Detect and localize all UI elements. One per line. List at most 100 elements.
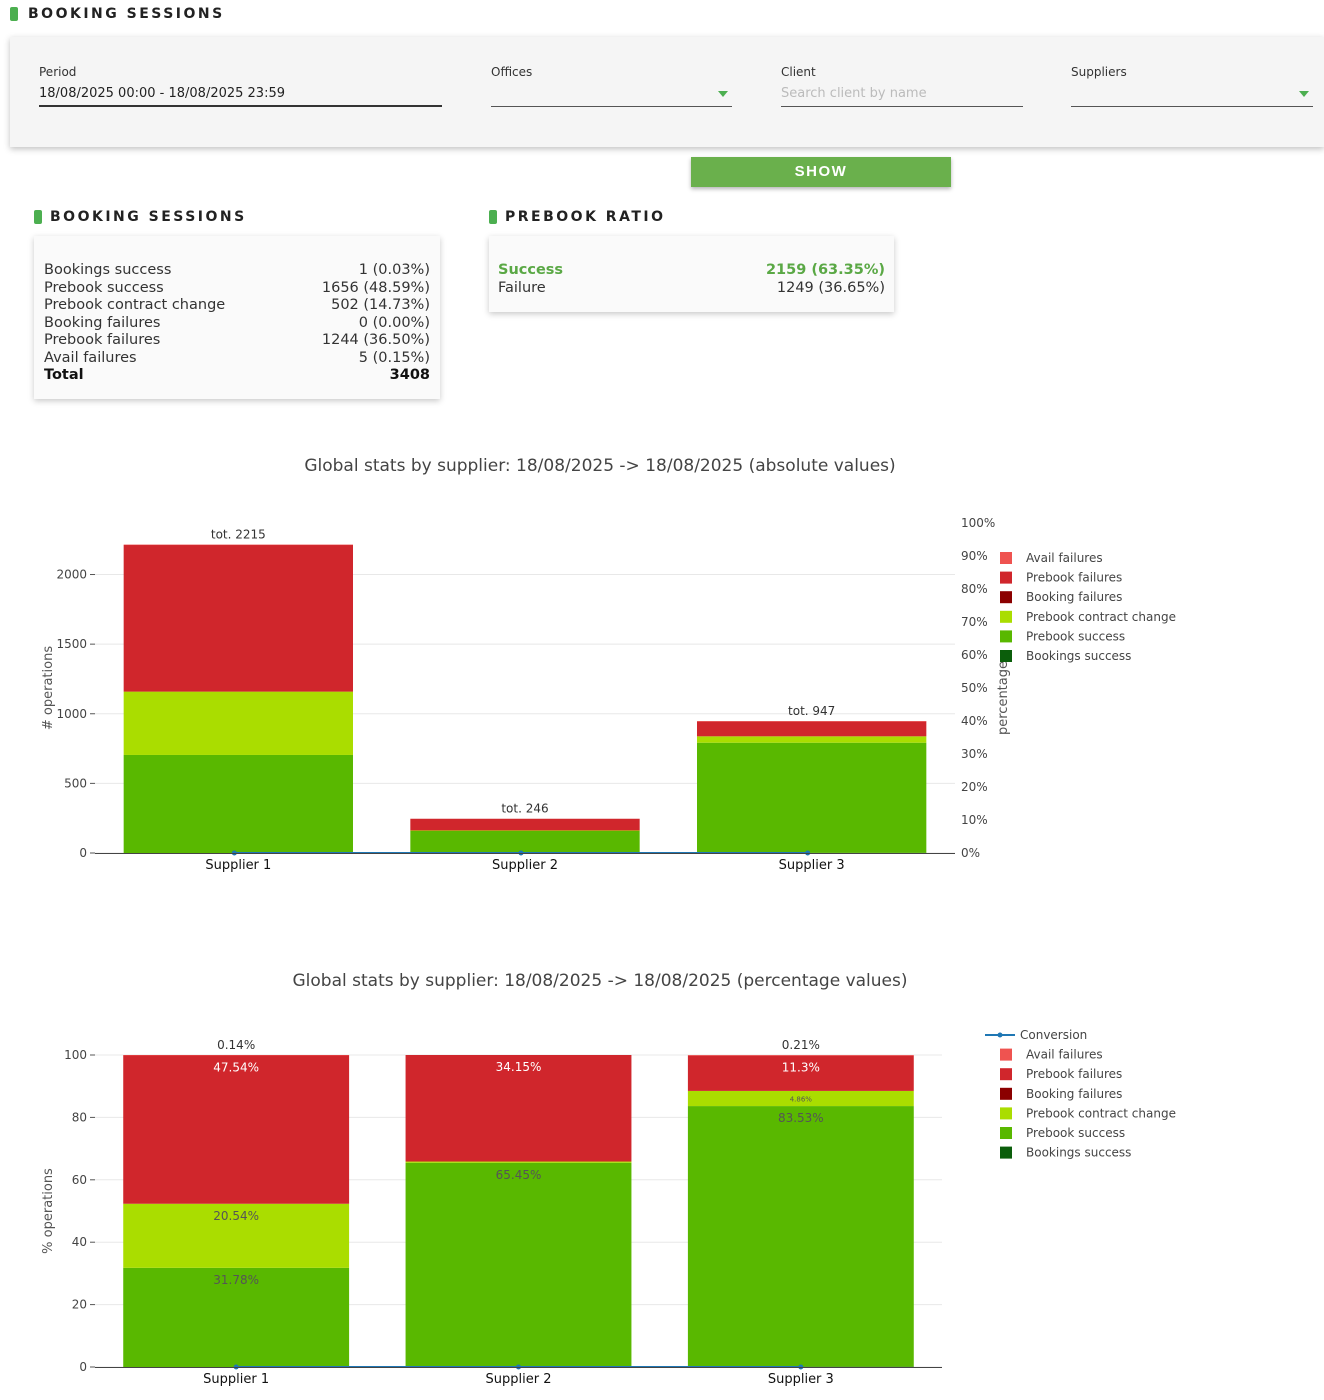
bar-prebook-failures [405,1055,632,1162]
bar-prebook-success [697,742,927,853]
show-button[interactable]: SHOW [691,157,951,187]
legend-swatch-conversion-dot [997,1032,1003,1038]
bar-value-label: 20.54% [213,1209,259,1223]
offices-select[interactable] [491,83,732,107]
stat-row: Prebook failures 1244 (36.50%) [44,332,430,350]
y-tick-label: 1000 [56,707,87,721]
booking-sessions-title: BOOKING SESSIONS [50,209,247,225]
failure-row: Failure 1249 (36.65%) [498,280,885,298]
bar-value-label: 47.54% [213,1060,259,1074]
legend-label: Prebook contract change [1026,1106,1176,1120]
stat-label: Prebook contract change [44,297,226,313]
page-title-text: BOOKING SESSIONS [28,6,225,22]
x-tick-label: Supplier 3 [768,1372,834,1387]
bar-prebook-failures [123,545,354,692]
legend-label: Booking failures [1026,1087,1122,1101]
bar-value-label: 34.15% [496,1060,542,1074]
bar-value-label: 0.14% [217,1038,255,1052]
y-axis-title: # operations [41,646,56,730]
bar-prebook-success [405,1162,632,1367]
client-search-input[interactable]: Search client by name [781,83,1023,107]
stat-value: 1 (0.03%) [358,262,430,278]
chevron-down-icon[interactable] [718,91,728,97]
heading-marker [34,210,42,224]
y2-tick-label: 10% [961,813,988,827]
x-tick-label: Supplier 3 [779,858,845,873]
y-tick-label: 2000 [56,568,87,582]
title-marker [10,7,18,21]
percentage-values-chart: 0 20 40 60 80 100 % operations Supplier 1 31.78%… [41,1028,1176,1387]
booking-sessions-heading: BOOKING SESSIONS [34,209,247,225]
stat-value: 5 (0.15%) [358,349,430,366]
bar-prebook-contract-change [123,1203,350,1268]
total-row: Total 3408 [44,367,430,385]
offices-field[interactable]: Offices [491,65,732,107]
bar-avail-failures [697,721,927,722]
bar-prebook-contract-change [410,830,640,831]
prebook-ratio-title: PREBOOK RATIO [505,209,666,225]
prebook-ratio-card: Success 2159 (63.35%) Failure 1249 (36.6… [489,236,894,312]
bar-prebook-contract-change [123,691,354,755]
legend-swatch-booking-failures [1000,1087,1012,1100]
y2-tick-label: 60% [961,648,988,662]
stat-label: Booking failures [44,314,161,331]
legend-label: Avail failures [1026,1048,1103,1062]
y2-tick-label: 30% [961,747,988,761]
suppliers-select[interactable] [1071,83,1313,107]
page-title: BOOKING SESSIONS [10,6,225,22]
y-tick-label: 80 [72,1110,87,1124]
stat-label: Avail failures [44,349,137,366]
prebook-ratio-heading: PREBOOK RATIO [489,209,666,225]
legend-swatch-bookings-success [1000,650,1012,662]
stat-value: 502 (14.73%) [331,297,430,313]
legend-label: Prebook failures [1026,1067,1122,1081]
legend-swatch-prebook-success [1000,630,1012,643]
legend-label: Booking failures [1026,590,1122,604]
period-field[interactable]: Period 18/08/2025 00:00 - 18/08/2025 23:… [39,65,442,107]
bar-prebook-success [123,754,354,853]
offices-label: Offices [491,65,533,79]
success-label: Success [498,262,564,278]
legend-label: Conversion [1020,1028,1087,1042]
bar-value-label: 83.53% [778,1111,824,1125]
success-value: 2159 (63.35%) [765,262,885,278]
x-tick-label: Supplier 2 [486,1372,552,1387]
legend-swatch-avail-failures [1000,552,1012,564]
y2-tick-label: 100% [961,516,995,530]
period-input[interactable]: 18/08/2025 00:00 - 18/08/2025 23:59 [39,83,442,107]
bar-prebook-failures [687,1055,914,1091]
x-tick-label: Supplier 2 [492,858,558,873]
y2-axis-title: percentage [996,661,1011,735]
y-tick-label: 500 [64,776,87,790]
bar-value-label: 65.45% [496,1168,542,1182]
bar-prebook-failures [697,721,927,737]
period-label: Period [39,65,77,79]
legend-label: Avail failures [1026,551,1103,565]
stat-row: Bookings success 1 (0.03%) [44,262,430,280]
legend-swatch-prebook-contract-change [1000,1107,1012,1120]
bar-prebook-contract-change [405,1161,632,1163]
legend-label: Bookings success [1026,1146,1131,1160]
stat-value: 0 (0.00%) [358,314,430,331]
bar-avail-failures [123,544,354,546]
legend-label: Prebook success [1026,629,1125,643]
bar-total-label: tot. 246 [501,802,548,816]
y2-tick-label: 20% [961,780,988,794]
x-tick-label: Supplier 1 [203,1372,269,1387]
suppliers-field[interactable]: Suppliers [1071,65,1313,107]
total-value: 3408 [389,367,430,383]
stat-row: Booking failures 0 (0.00%) [44,315,430,333]
filter-panel: Period 18/08/2025 00:00 - 18/08/2025 23:… [10,37,1324,147]
stat-row: Prebook contract change 502 (14.73%) [44,297,430,315]
y2-tick-label: 0% [961,846,980,860]
y-tick-label: 40 [72,1235,87,1249]
bar-total-label: tot. 2215 [211,528,266,542]
chevron-down-icon[interactable] [1299,91,1309,97]
total-label: Total [44,367,84,383]
stat-row: Prebook success 1656 (48.59%) [44,280,430,298]
y2-tick-label: 90% [961,549,988,563]
client-field[interactable]: Client Search client by name [781,65,1023,107]
booking-sessions-rows: Bookings success 1 (0.03%) Prebook success… [44,262,430,367]
bar-prebook-contract-change [687,1090,914,1107]
y-axis-title: % operations [41,1168,56,1254]
